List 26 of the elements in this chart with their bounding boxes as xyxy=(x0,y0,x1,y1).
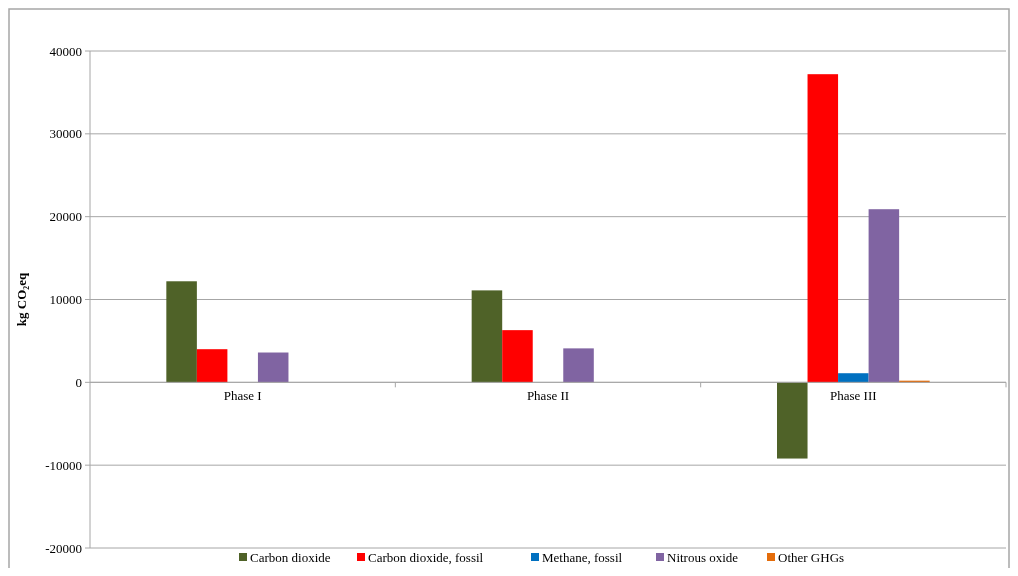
y-tick-label: -20000 xyxy=(45,540,82,556)
bar xyxy=(777,382,808,459)
legend-label: Other GHGs xyxy=(778,550,845,565)
y-tick-label: -10000 xyxy=(45,457,82,473)
x-tick-label: Phase II xyxy=(526,388,570,404)
y-tick-label: 40000 xyxy=(49,43,82,59)
y-tick-label: 30000 xyxy=(49,126,82,142)
y-tick-label: 10000 xyxy=(49,292,82,308)
bar xyxy=(471,290,503,383)
bar xyxy=(563,348,594,383)
y-tick-label: 20000 xyxy=(49,209,82,225)
legend-label: Methane, fossil xyxy=(542,550,623,565)
legend-label: Nitrous oxide xyxy=(667,550,739,565)
bar xyxy=(196,349,228,383)
bar xyxy=(502,330,533,383)
bar xyxy=(166,281,197,383)
x-tick-label: Phase I xyxy=(223,388,262,404)
bar xyxy=(868,209,900,383)
legend-label: Carbon dioxide, fossil xyxy=(368,550,484,565)
y-tick-label: 0 xyxy=(75,374,82,390)
bar xyxy=(807,74,839,383)
bar xyxy=(257,352,289,383)
bar xyxy=(838,373,869,383)
y-axis-title: kg CO₂eq xyxy=(14,272,29,327)
legend-label: Carbon dioxide xyxy=(250,550,331,565)
x-tick-label: Phase III xyxy=(830,388,877,404)
